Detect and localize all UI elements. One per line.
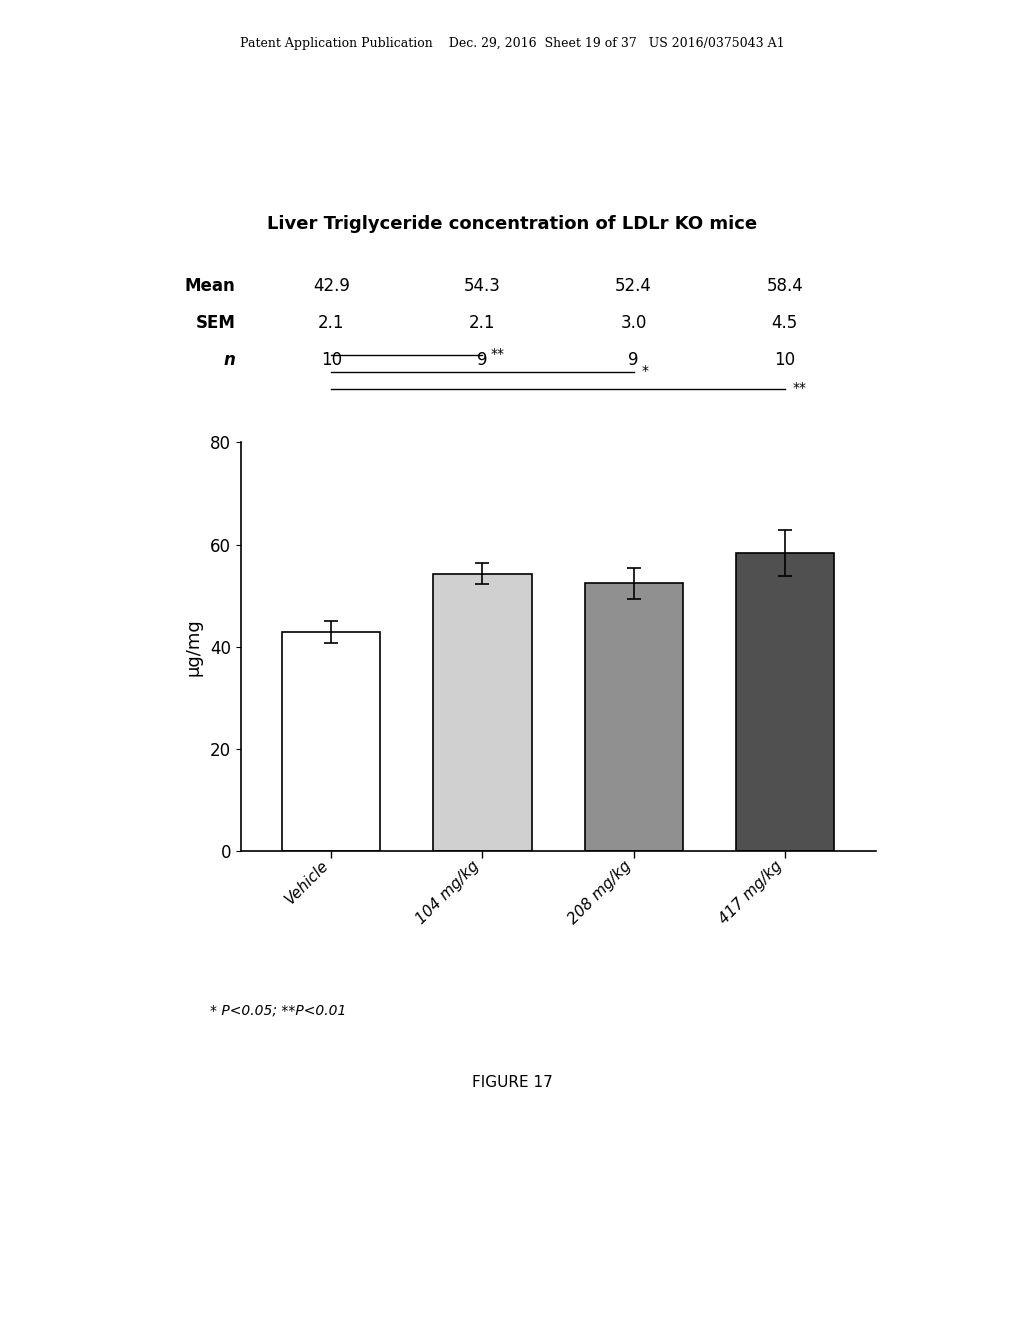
- Y-axis label: μg/mg: μg/mg: [185, 618, 203, 676]
- Text: **: **: [793, 381, 807, 395]
- Text: * P<0.05; **P<0.01: * P<0.05; **P<0.01: [210, 1003, 346, 1018]
- Text: 42.9: 42.9: [313, 277, 350, 296]
- Text: Mean: Mean: [184, 277, 236, 296]
- Text: 58.4: 58.4: [766, 277, 803, 296]
- Text: Vehicle: Vehicle: [282, 858, 332, 907]
- Text: 104 mg/kg: 104 mg/kg: [414, 858, 482, 927]
- Bar: [283, 632, 381, 851]
- Text: 2.1: 2.1: [318, 314, 345, 333]
- Text: n: n: [223, 351, 236, 370]
- Text: 54.3: 54.3: [464, 277, 501, 296]
- Text: 9: 9: [629, 351, 639, 370]
- Bar: [735, 553, 834, 851]
- Text: *: *: [642, 364, 649, 378]
- Bar: [433, 574, 531, 851]
- Text: 10: 10: [321, 351, 342, 370]
- Text: 9: 9: [477, 351, 487, 370]
- Text: SEM: SEM: [196, 314, 236, 333]
- Text: 52.4: 52.4: [615, 277, 652, 296]
- Text: 208 mg/kg: 208 mg/kg: [565, 858, 634, 927]
- Text: Liver Triglyceride concentration of LDLr KO mice: Liver Triglyceride concentration of LDLr…: [267, 215, 757, 234]
- Bar: [585, 583, 683, 851]
- Text: 10: 10: [774, 351, 796, 370]
- Text: Patent Application Publication    Dec. 29, 2016  Sheet 19 of 37   US 2016/037504: Patent Application Publication Dec. 29, …: [240, 37, 784, 50]
- Text: **: **: [490, 347, 505, 360]
- Text: 3.0: 3.0: [621, 314, 647, 333]
- Text: FIGURE 17: FIGURE 17: [472, 1074, 552, 1090]
- Text: 2.1: 2.1: [469, 314, 496, 333]
- Text: 417 mg/kg: 417 mg/kg: [716, 858, 784, 927]
- Text: 4.5: 4.5: [772, 314, 798, 333]
